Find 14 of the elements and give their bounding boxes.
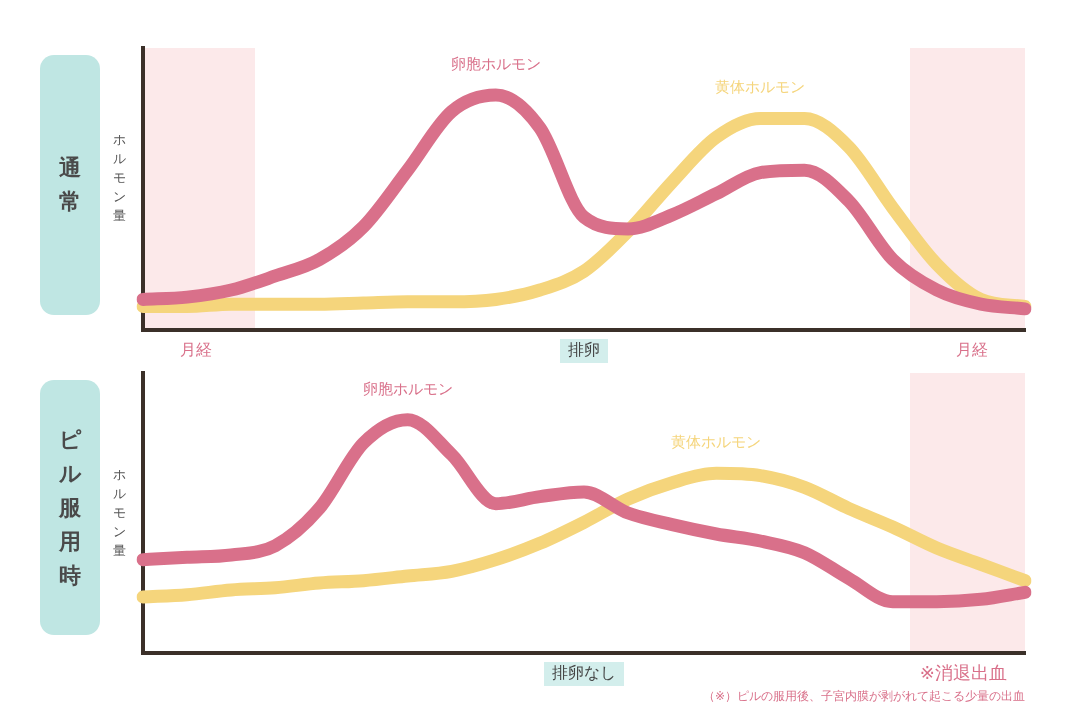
series-label: 黄体ホルモン xyxy=(715,78,806,97)
y-axis-title: ホルモン量 xyxy=(112,131,126,225)
text: 排卵なし xyxy=(552,663,616,683)
text: 月経 xyxy=(956,340,989,360)
text: 卵胞ホルモン xyxy=(362,379,453,398)
text: 月経 xyxy=(179,340,212,360)
text: 排卵 xyxy=(568,340,600,360)
text: 卵胞ホルモン xyxy=(450,54,541,73)
text: ※消退出血 xyxy=(919,661,1007,683)
text: ピル服用時 xyxy=(58,425,82,590)
text: 通常 xyxy=(58,154,82,216)
text: （※）ピルの服用後、子宮内膜が剥がれて起こる少量の出血 xyxy=(702,689,1025,704)
y-axis-title: ホルモン量 xyxy=(112,466,126,560)
series-label: 黄体ホルモン xyxy=(671,433,762,452)
